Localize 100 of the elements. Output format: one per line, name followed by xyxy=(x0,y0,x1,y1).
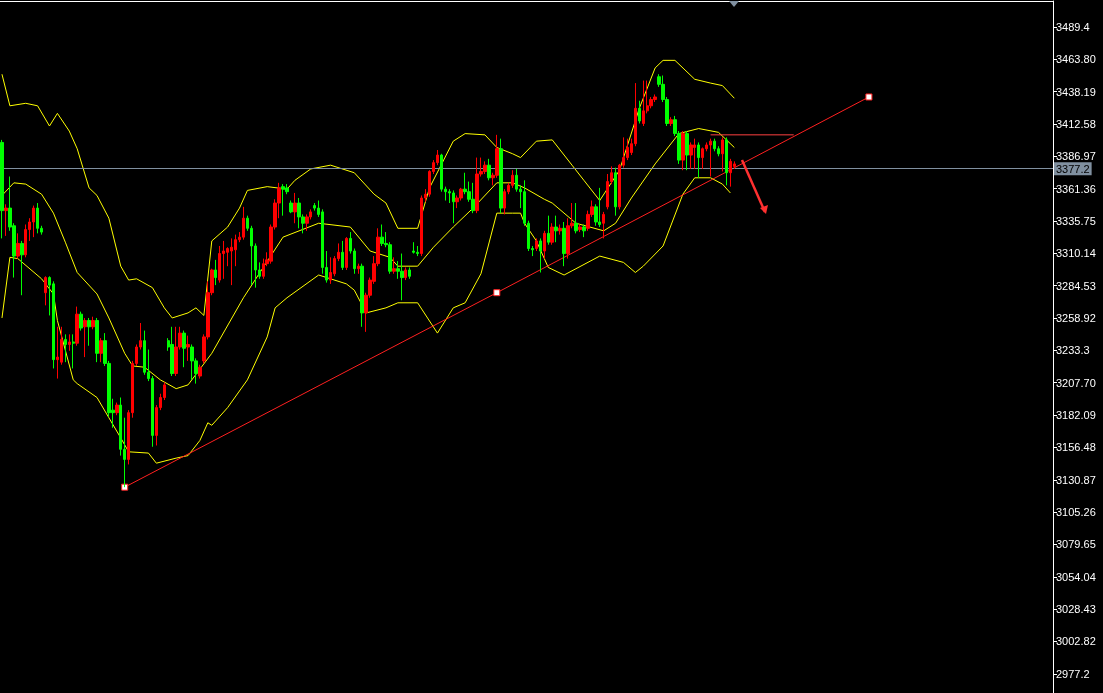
candlestick xyxy=(681,130,685,171)
line-series xyxy=(1,59,735,319)
candlestick xyxy=(36,202,39,234)
candlestick xyxy=(400,253,404,301)
candlestick xyxy=(475,157,479,214)
candlestick xyxy=(729,158,732,188)
candlestick xyxy=(713,138,716,152)
candlestick xyxy=(725,136,728,186)
candlestick xyxy=(0,139,4,239)
point xyxy=(865,93,873,101)
y-tick-label: 3489.4 xyxy=(1056,21,1090,34)
candlestick xyxy=(582,224,586,238)
y-tick-label: 3182.09 xyxy=(1056,409,1096,422)
candlestick xyxy=(99,337,103,363)
candlestick xyxy=(558,224,562,236)
candlestick xyxy=(198,364,202,380)
candlestick xyxy=(83,317,87,358)
candlestick xyxy=(79,311,83,332)
y-tick-label: 3028.43 xyxy=(1056,603,1096,616)
candlestick xyxy=(170,326,174,377)
candlestick xyxy=(721,136,724,172)
candlestick xyxy=(182,330,186,368)
candlestick xyxy=(190,343,194,381)
candlestick xyxy=(115,402,119,416)
candlestick xyxy=(471,182,475,214)
candlestick xyxy=(547,215,550,246)
point xyxy=(493,289,501,297)
candlestick xyxy=(357,263,360,275)
candlestick xyxy=(562,221,566,267)
y-tick-label: 3258.92 xyxy=(1056,312,1096,325)
candlestick xyxy=(697,141,700,179)
candlestick xyxy=(638,100,641,124)
line-series xyxy=(1,177,731,464)
y-tick-label: 3310.14 xyxy=(1056,247,1096,260)
candlestick xyxy=(297,197,301,229)
candlestick xyxy=(72,333,75,369)
y-tick-label: 3002.82 xyxy=(1056,635,1096,648)
candlestick xyxy=(32,205,35,238)
candlestick xyxy=(412,241,415,255)
y-tick-label: 3361.36 xyxy=(1056,182,1096,195)
candlestick xyxy=(95,317,99,363)
candlestick xyxy=(602,211,605,239)
point xyxy=(121,483,129,491)
y-tick-label: 3463.80 xyxy=(1056,53,1096,66)
candlestick xyxy=(222,240,225,280)
candlestick xyxy=(281,183,285,217)
candlestick xyxy=(539,237,542,273)
candlestick xyxy=(550,222,554,246)
candlestick xyxy=(701,146,704,170)
candlestick xyxy=(416,245,419,257)
candlestick xyxy=(392,256,396,275)
candlestick xyxy=(20,240,24,296)
candlestick xyxy=(16,232,20,260)
candlestick xyxy=(242,206,245,241)
candlestick xyxy=(408,266,411,280)
candlestick xyxy=(75,306,79,347)
candlestick xyxy=(642,80,645,127)
y-tick-label: 2977.2 xyxy=(1056,667,1090,680)
candlestick xyxy=(56,326,59,380)
y-tick-label: 3105.26 xyxy=(1056,506,1096,519)
candlestick xyxy=(709,138,712,178)
y-tick-label: 3233.3 xyxy=(1056,344,1090,357)
y-tick-label: 3079.65 xyxy=(1056,538,1096,551)
candlestick xyxy=(87,317,91,347)
candlestick xyxy=(483,160,487,175)
candlestick xyxy=(174,326,178,377)
candlestick xyxy=(669,116,673,127)
candlestick xyxy=(214,259,217,286)
candlestick xyxy=(689,141,693,170)
candlestick xyxy=(360,263,364,328)
y-tick-label: 3438.19 xyxy=(1056,85,1096,98)
candlestick xyxy=(535,237,538,252)
candlestick xyxy=(598,187,601,228)
candlestick xyxy=(614,167,617,217)
candlestick xyxy=(186,335,190,362)
candlestick xyxy=(91,316,95,330)
candlestick xyxy=(499,138,503,214)
ref-line-label: 3377.2 xyxy=(1056,162,1090,175)
candlestick xyxy=(693,138,696,170)
candlestick xyxy=(4,203,8,237)
candlestick xyxy=(230,237,233,286)
y-tick-label: 3386.97 xyxy=(1056,150,1096,163)
y-tick-label: 3412.58 xyxy=(1056,118,1096,131)
y-tick-label: 3284.53 xyxy=(1056,279,1096,292)
candlestick xyxy=(487,158,491,181)
candlestick xyxy=(345,236,348,271)
candlestick xyxy=(578,224,582,233)
candlestick xyxy=(64,333,67,363)
candlestick xyxy=(554,215,558,243)
y-tick-label: 3156.48 xyxy=(1056,441,1096,454)
candlestick xyxy=(44,275,47,306)
line-series xyxy=(1,128,735,390)
candlestick xyxy=(685,130,689,171)
candlestick xyxy=(329,256,332,285)
candlestick xyxy=(543,230,546,260)
candlestick xyxy=(380,224,384,247)
candlestick xyxy=(52,280,55,369)
y-tick-label: 3054.04 xyxy=(1056,570,1096,583)
candlestick xyxy=(452,189,455,224)
candlestick xyxy=(289,200,293,214)
